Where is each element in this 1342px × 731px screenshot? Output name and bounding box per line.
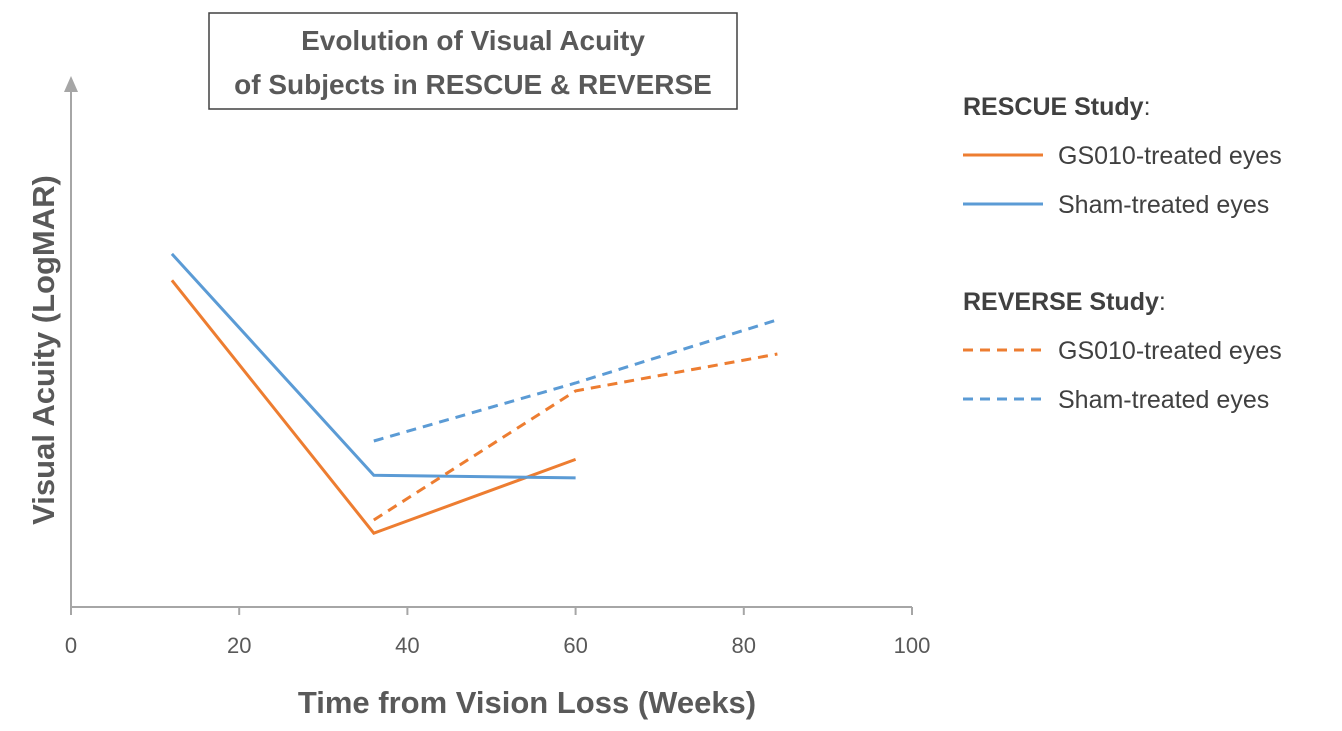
x-tick-labels: 0 20 40 60 80 100 — [65, 633, 930, 658]
legend-label-1-1: Sham-treated eyes — [1058, 386, 1269, 414]
legend: RESCUE Study: GS010-treated eyes Sham-trea… — [963, 93, 1282, 414]
axes: 0 20 40 60 80 100 — [64, 76, 930, 658]
series-line-0 — [170, 279, 577, 535]
x-axis-title: Time from Vision Loss (Weeks) — [298, 685, 756, 720]
series-line-1 — [170, 252, 576, 480]
legend-label-1-0: GS010-treated eyes — [1058, 337, 1282, 365]
x-tick-label-2: 40 — [395, 633, 419, 658]
legend-heading-name-1: REVERSE Study — [963, 288, 1159, 316]
y-axis-arrowhead — [64, 76, 78, 92]
chart-title-box — [208, 12, 738, 110]
series-line-2 — [372, 352, 778, 522]
legend-heading-name-0: RESCUE Study — [963, 93, 1144, 121]
x-tick-label-0: 0 — [65, 633, 77, 658]
chart-title-line-1: Evolution of Visual Acuity — [301, 25, 645, 56]
legend-heading-0: RESCUE Study: — [963, 93, 1151, 121]
series-layer — [170, 252, 778, 535]
legend-heading-1: REVERSE Study: — [963, 288, 1166, 316]
x-tick-label-5: 100 — [894, 633, 931, 658]
chart-title-line-2: of Subjects in RESCUE & REVERSE — [234, 69, 712, 100]
x-tick-label-1: 20 — [227, 633, 251, 658]
legend-label-0-1: Sham-treated eyes — [1058, 191, 1269, 219]
series-line-3 — [373, 318, 778, 443]
x-ticks — [70, 607, 913, 615]
chart-title: Evolution of Visual Acuity of Subjects i… — [208, 12, 738, 110]
legend-heading-suffix-0: : — [1144, 93, 1151, 121]
y-axis-title: Visual Acuity (LogMAR) — [26, 175, 61, 525]
x-tick-label-4: 80 — [732, 633, 756, 658]
x-tick-label-3: 60 — [563, 633, 587, 658]
legend-heading-suffix-1: : — [1159, 288, 1166, 316]
legend-label-0-0: GS010-treated eyes — [1058, 142, 1282, 170]
